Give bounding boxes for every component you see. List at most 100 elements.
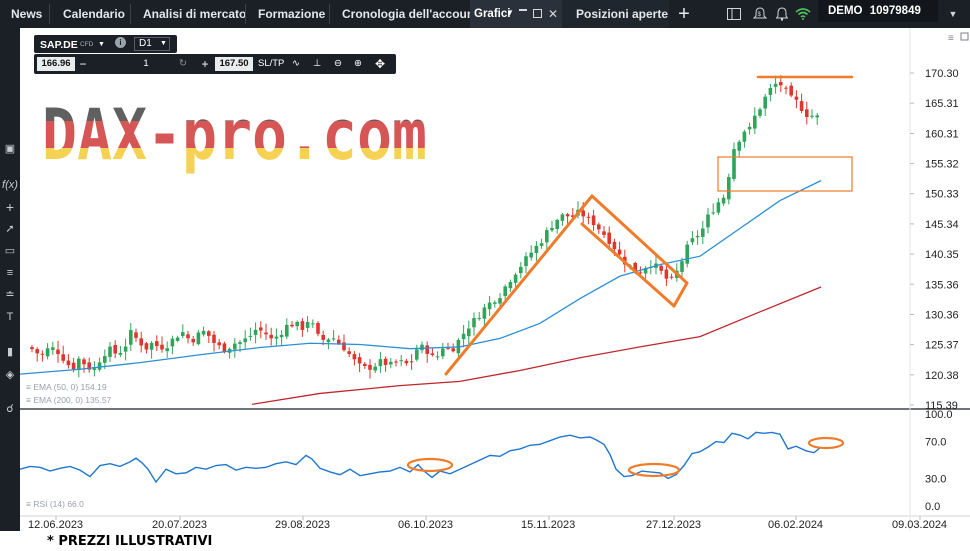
candle-body [108,346,112,357]
chart-maximize-icon[interactable] [960,32,969,41]
candle-body [701,228,705,237]
sltp-button[interactable]: SL/TP [258,58,285,69]
nav-formazione[interactable]: Formazione [258,7,326,21]
sell-price-button[interactable]: 166.96 [37,57,75,71]
candle-body [201,330,206,335]
candle-body [238,342,242,344]
trendline-icon[interactable]: ➚ [5,223,15,235]
crosshair-icon[interactable]: + [5,199,15,215]
zoom-out-icon[interactable]: ⊖ [334,58,342,69]
chart-type-icon[interactable]: ▣ [4,143,16,155]
candle-body [446,347,450,349]
price-alert-icon[interactable]: $ [752,0,768,28]
candle-body [337,339,341,344]
watermark-logo: DAX-pro.com [42,94,427,176]
candlestick-icon[interactable]: ⊥ [313,58,322,69]
candle-body [451,348,455,352]
chart-settings-icon[interactable]: ≡ [948,33,954,44]
account-chevron-down-icon[interactable]: ▼ [948,9,958,19]
candle-body [97,362,102,370]
candle-body [290,324,294,327]
ema200-line [251,286,822,405]
add-tab-icon[interactable]: + [678,3,690,25]
candle-body [170,338,175,347]
chevron-down-icon[interactable]: ▼ [506,8,514,17]
fib-fan-icon[interactable]: ≐ [5,289,15,301]
candle-body [805,109,809,117]
increase-quantity-button[interactable]: + [201,57,209,71]
reset-quantity-icon[interactable]: ↻ [179,58,187,69]
candle-body [378,359,383,367]
price-chart[interactable]: ≡ 170.30 165.31 160.31 155.32 150.33 145.34 140… [19,28,970,531]
layers-icon[interactable]: ◈ [5,369,15,381]
rectangle-icon[interactable]: ▭ [4,245,16,257]
candle-body [461,333,466,340]
nav-cronologia[interactable]: Cronologia dell'account [342,7,479,21]
fibonacci-icon[interactable]: ≡ [6,267,14,279]
tab-grafici-label: Grafici [474,8,511,20]
candle-body [77,358,81,371]
candle-body [508,281,513,289]
panel-layout-icon[interactable] [726,0,742,28]
candle-body [165,348,169,352]
timeframe-selector[interactable]: D1 ▼ [134,37,170,51]
price-axis-label: 130.36 [925,309,959,321]
close-icon[interactable]: ✕ [548,7,559,21]
maximize-icon[interactable] [533,9,542,18]
candle-body [633,262,637,273]
candle-body [363,363,367,367]
nav-news[interactable]: News [11,7,43,21]
candle-body [591,215,596,226]
candle-body [586,216,591,218]
candle-body [690,238,695,243]
info-icon[interactable]: i [115,37,126,48]
tab-posizioni-aperte[interactable]: Posizioni aperte [562,0,669,28]
candle-body [680,261,684,272]
gap-zone-annotation [717,156,853,192]
quantity-input[interactable]: 1 [143,58,149,69]
svg-text:$: $ [758,12,762,18]
candle-body [300,321,305,330]
date-axis-label: 06.10.2023 [398,519,453,531]
candle-body [347,351,351,355]
symbol-chevron-down-icon[interactable]: ▼ [98,41,105,48]
candle-body [794,96,799,100]
line-chart-icon[interactable]: ∿ [292,58,300,69]
text-tool-icon[interactable]: T [6,311,14,323]
tab-posizioni-label: Posizioni aperte [576,7,669,21]
indicators-icon[interactable]: f(x) [2,179,18,191]
rsi-line [19,431,822,484]
nav-analisi[interactable]: Analisi di mercato [143,7,247,21]
candle-body [415,349,419,360]
candle-body [389,361,393,365]
candle-body [113,344,117,354]
candle-body [430,353,435,356]
uptrend-line-annotation [444,194,594,376]
notifications-icon[interactable] [774,0,790,28]
move-icon[interactable]: ✥ [375,57,386,71]
candle-body [186,334,190,339]
candle-body [519,266,523,274]
candle-body [560,214,565,221]
candle-body [305,321,310,328]
candle-body [321,334,325,340]
chart-canvas[interactable]: ≡ 170.30 165.31 160.31 155.32 150.33 145.34 140… [19,28,970,531]
share-icon[interactable]: ☌ [6,403,14,415]
nav-calendario[interactable]: Calendario [63,7,126,21]
symbol-selector[interactable]: SAP.DE CFD ▼ i D1 ▼ [34,35,177,53]
zoom-in-icon[interactable]: ⊕ [354,58,362,69]
candle-body [144,343,149,350]
account-selector[interactable]: DEMO 10979849 [818,0,938,22]
candle-body [82,359,86,365]
buy-price-button[interactable]: 167.50 [215,57,253,71]
candle-body [742,131,747,142]
watermark-text: DAX-pro.com [42,94,427,176]
candle-body [331,338,336,340]
drawing-annotations [406,75,854,478]
minimize-icon[interactable] [519,9,527,11]
tab-grafici[interactable]: Grafici ▼ ✕ [470,0,562,28]
decrease-quantity-button[interactable]: − [79,57,87,71]
candles-icon[interactable]: ▮ [6,346,14,358]
drawing-toolbar: ▣ f(x) + ➚ ▭ ≡ ≐ T ▮ ◈ ☌ [0,28,20,531]
price-axis-label: 170.30 [925,68,959,80]
